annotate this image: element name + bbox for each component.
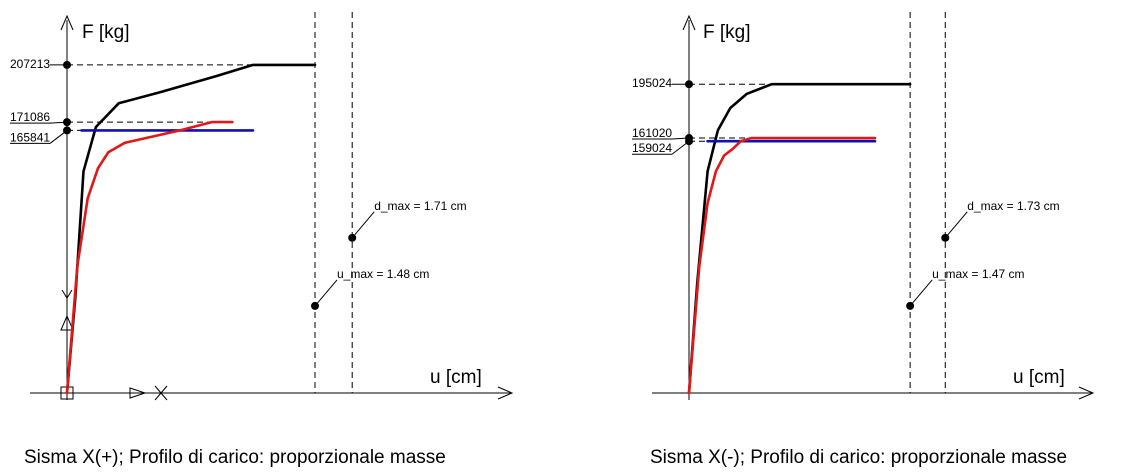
marker-label: u_max = 1.47 cm — [932, 267, 1024, 281]
x-axis-label: u [cm] — [1013, 367, 1065, 388]
marker-leader — [944, 211, 968, 239]
series-line-3 — [65, 120, 234, 395]
y-axis-label: F [kg] — [82, 22, 130, 43]
marker-label: u_max = 1.48 cm — [337, 267, 429, 281]
y-tick-label: 207213 — [10, 57, 50, 71]
marker-leader — [351, 211, 375, 239]
y-tick-label: 171086 — [10, 110, 50, 124]
y-tick-label: 195024 — [632, 76, 672, 90]
y-axis-label: F [kg] — [703, 22, 751, 43]
series-line-3 — [687, 136, 877, 395]
chart-sisma-x-minus: F [kg] u [cm] Sisma X(-); Profilo di car… — [632, 12, 1095, 468]
chart-caption: Sisma X(-); Profilo di carico: proporzio… — [650, 447, 1067, 468]
marker-leader — [909, 279, 933, 307]
y-tick-label: 159024 — [632, 141, 672, 155]
y-axis-arrow — [682, 14, 696, 31]
tick-leader — [49, 130, 68, 144]
y-axis-arrow — [60, 14, 74, 31]
y-tick-label: 165841 — [10, 130, 50, 144]
marker-leader — [314, 279, 338, 307]
tick-leader — [49, 121, 68, 124]
x-axis-arrow — [1078, 386, 1095, 400]
x-axis-label: u [cm] — [430, 367, 482, 388]
chart-sisma-x-plus: F [kg] u [cm] Sisma X(+); Profilo di car… — [10, 12, 514, 468]
series-line-1 — [687, 82, 912, 395]
ucs-icon — [60, 289, 168, 401]
chart-caption: Sisma X(+); Profilo di carico: proporzio… — [24, 447, 446, 468]
chart-axes — [30, 14, 514, 401]
tick-leader — [671, 140, 690, 155]
marker-label: d_max = 1.73 cm — [967, 199, 1059, 213]
series-line-1 — [65, 63, 317, 395]
chart-marks: 207213 171086 165841 u_max = 1.48 cm d_max =… — [10, 12, 467, 395]
marker-label: d_max = 1.71 cm — [374, 199, 466, 213]
y-tick-label: 161020 — [632, 126, 672, 140]
tick-leader — [671, 137, 690, 140]
x-axis-arrow — [497, 386, 514, 400]
